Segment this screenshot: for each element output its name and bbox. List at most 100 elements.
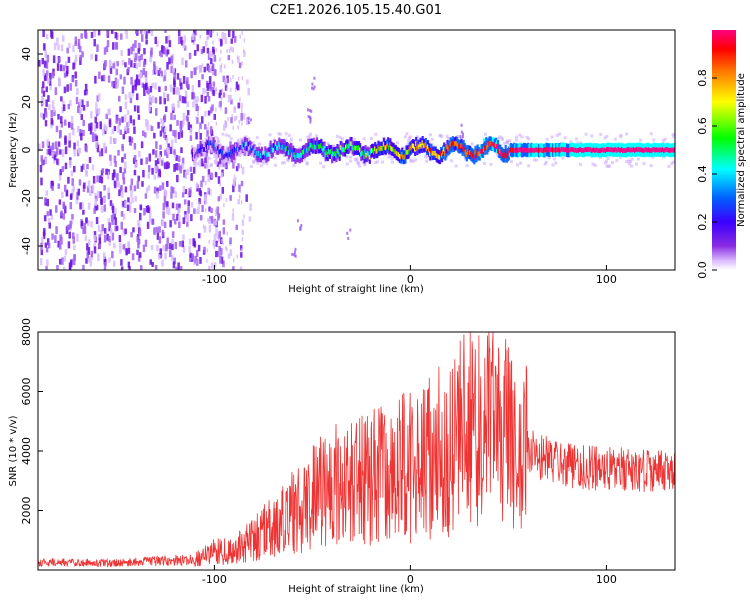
spectrogram-streak <box>211 71 214 76</box>
spectrogram-speckle <box>45 247 49 253</box>
spectrogram-haze <box>569 140 573 144</box>
spectrogram-speckle <box>237 56 240 64</box>
spectrogram-speckle <box>186 110 190 116</box>
spectrogram-haze <box>604 159 608 163</box>
spectrogram-speckle <box>207 30 211 35</box>
spectrogram-speckle <box>40 112 43 118</box>
spectrogram-speckle <box>174 241 178 250</box>
spectrogram-speckle <box>91 136 95 143</box>
spectrogram-speckle <box>206 82 210 91</box>
spectrogram-speckle <box>143 84 146 90</box>
spectrogram-haze <box>240 137 244 141</box>
spectrogram-haze <box>619 133 623 137</box>
spectrogram-speckle <box>90 221 93 228</box>
spectrogram-speckle <box>189 252 193 258</box>
spectrogram-speckle <box>176 86 179 95</box>
spectrogram-speckle <box>109 160 113 166</box>
spectrogram-speckle <box>201 204 204 213</box>
spectrogram-outlier <box>296 219 299 223</box>
spectrogram-speckle <box>46 149 50 155</box>
spectrogram-speckle <box>179 120 183 129</box>
spectrogram-speckle <box>118 189 121 197</box>
spectrogram-speckle <box>177 215 181 222</box>
spectrogram-speckle <box>207 96 211 102</box>
spectrogram-haze <box>309 132 313 136</box>
spectrogram-speckle <box>143 89 146 97</box>
spectrogram-speckle <box>46 198 50 207</box>
spectrogram-haze <box>355 157 359 161</box>
spectrogram-speckle <box>113 125 117 132</box>
spectrogram-speckle <box>90 122 93 130</box>
spectrogram-haze <box>590 134 594 138</box>
spectrogram-speckle <box>164 162 167 170</box>
spectrogram-streak <box>221 88 224 93</box>
spectrogram-speckle <box>85 258 88 264</box>
spectrogram-speckle <box>209 68 213 74</box>
spectrogram-haze <box>332 160 336 164</box>
spectrogram-speckle <box>151 95 155 104</box>
spectrogram-speckle <box>214 208 218 216</box>
spectrogram-speckle <box>186 77 189 84</box>
spectrogram-streak <box>237 125 239 130</box>
spectrogram-speckle <box>166 206 169 215</box>
spectrogram-speckle <box>134 30 138 34</box>
spectrogram-haze <box>576 141 580 145</box>
spectrogram-speckle <box>170 191 173 199</box>
spectrogram-speckle <box>117 181 121 188</box>
spectrogram-haze <box>667 164 671 168</box>
spectrogram-haze <box>289 137 293 141</box>
spectrogram-speckle <box>87 180 91 188</box>
spectrogram-speckle <box>51 71 55 79</box>
spectrogram-streak <box>233 174 236 179</box>
spectrogram-speckle <box>249 203 252 211</box>
spectrogram-speckle <box>207 174 210 183</box>
spectrogram-speckle <box>210 58 213 65</box>
spectrogram-speckle <box>97 253 100 262</box>
spectrogram-speckle <box>40 155 43 162</box>
spectrogram-speckle <box>111 81 114 87</box>
spectrogram-speckle <box>232 266 235 270</box>
spectrogram-speckle <box>107 193 111 200</box>
spectrogram-speckle <box>95 195 98 202</box>
spectrogram-speckle <box>190 172 193 181</box>
spectrogram-speckle <box>147 165 151 172</box>
spectrogram-speckle <box>74 79 78 87</box>
spectrogram-haze <box>605 134 609 138</box>
spectrogram-streak <box>212 40 214 45</box>
spectrogram-streak <box>238 194 241 199</box>
spectrogram-speckle <box>158 226 161 233</box>
spectrogram-haze <box>561 156 565 160</box>
spectrogram-speckle <box>177 36 181 45</box>
spectrogram-speckle <box>54 141 58 150</box>
spectrogram-streak <box>224 120 227 125</box>
spectrogram-speckle <box>96 44 99 53</box>
spectrogram-speckle <box>122 177 126 185</box>
spectrogram-speckle <box>187 206 190 214</box>
spectrogram-speckle <box>180 130 184 138</box>
spectrogram-speckle <box>59 234 62 242</box>
spectrogram-speckle <box>203 66 207 73</box>
spectrogram-speckle <box>208 224 212 233</box>
spectrogram-speckle <box>160 45 164 53</box>
spectrogram-speckle <box>95 122 99 129</box>
spectrogram-speckle <box>207 65 211 73</box>
spectrogram-speckle <box>117 125 120 133</box>
spectrogram-speckle <box>159 185 162 191</box>
spectrogram-speckle <box>67 103 70 110</box>
spectrogram-speckle <box>159 96 162 105</box>
spectrogram-speckle <box>214 88 217 94</box>
spectrogram-haze <box>438 133 442 137</box>
spectrogram-speckle <box>97 30 101 36</box>
spectrogram-speckle <box>163 114 167 121</box>
spectrogram-speckle <box>94 133 97 142</box>
spectrogram-speckle <box>93 246 97 254</box>
spectrogram-speckle <box>210 215 214 224</box>
spectrogram-speckle <box>42 30 45 38</box>
spectrogram-haze <box>544 160 548 164</box>
spectrogram-streak <box>234 88 237 93</box>
spectrogram-haze <box>224 133 228 137</box>
spectrogram-speckle <box>215 240 218 247</box>
spectrogram-speckle <box>182 246 186 253</box>
spectrogram-speckle <box>183 96 187 104</box>
spectrogram-speckle <box>51 100 55 109</box>
